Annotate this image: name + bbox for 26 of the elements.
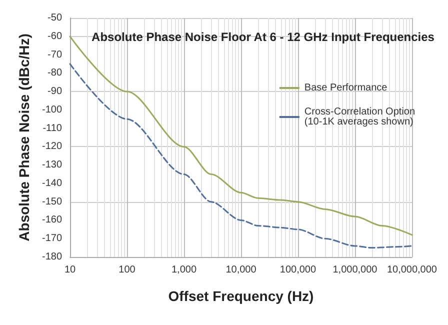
y-tick-label: -160	[42, 214, 62, 226]
x-tick-label: 1,000,000	[332, 264, 378, 276]
y-tick-label: -120	[42, 141, 62, 152]
x-tick-label: 10	[64, 264, 76, 276]
legend-label: Base Performance	[304, 82, 388, 94]
text: Absolute Phase Noise Floor At 6 - 12 GHz Input Frequencies	[92, 30, 435, 44]
y-tick-label: -50	[48, 12, 62, 24]
y-tick-label: -80	[48, 68, 62, 79]
x-tick-label: 10,000	[226, 264, 257, 276]
y-tick-label: -110	[42, 122, 62, 134]
y-tick-label: -180	[42, 252, 62, 262]
y-tick-label: -90	[48, 86, 62, 98]
legend-label: Cross-Correlation Option (10-1K averages shown)	[304, 106, 416, 128]
y-tick-label: -70	[48, 49, 62, 60]
y-tick-label: -130	[42, 160, 62, 171]
x-tick-label: 10,000,000	[386, 264, 438, 276]
y-tick-label: -60	[48, 30, 62, 42]
y-axis-title: Absolute Phase Noise (dBc/Hz)	[16, 34, 32, 242]
y-tick-label: -100	[42, 104, 62, 116]
y-tick-label: -150	[42, 196, 62, 208]
x-tick-label: 100,000	[280, 264, 316, 276]
x-axis-title: Offset Frequency (Hz)	[168, 288, 314, 304]
x-tick-label: 100	[118, 264, 136, 276]
y-tick-label: -140	[42, 178, 62, 189]
x-tick-label: 1,000	[171, 264, 197, 276]
y-tick-label: -170	[42, 233, 62, 244]
